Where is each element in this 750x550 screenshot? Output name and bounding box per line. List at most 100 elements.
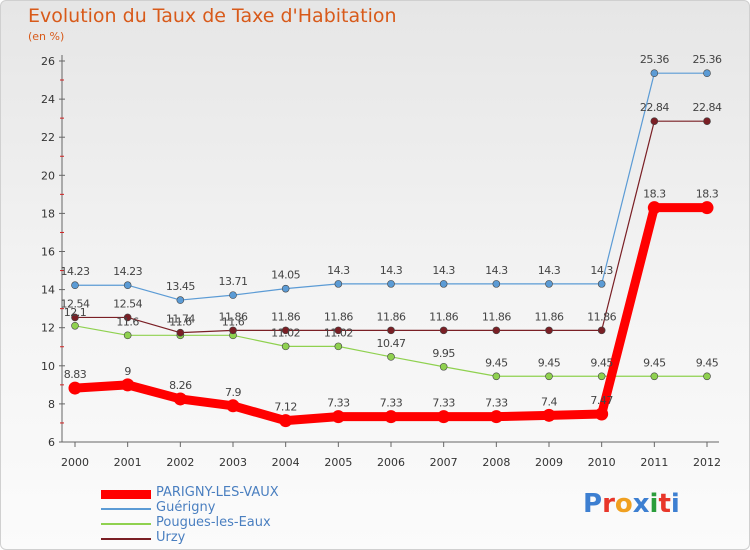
legend-item: PARIGNY-LES-VAUX: [101, 485, 381, 502]
data-point: [387, 280, 395, 288]
x-tick-label: 2001: [114, 456, 142, 469]
legend-label: Pougues-les-Eaux: [156, 515, 271, 530]
data-label: 9.45: [696, 356, 719, 369]
legend-item: Guérigny: [101, 500, 381, 517]
proxiti-logo: Proxiti: [583, 489, 680, 519]
data-point: [331, 410, 345, 424]
x-tick-label: 2003: [219, 456, 247, 469]
data-label: 9.45: [643, 356, 666, 369]
data-point: [492, 280, 501, 288]
data-label: 9.45: [538, 356, 561, 369]
logo-letter: x: [632, 489, 650, 519]
y-tick-label: 26: [41, 55, 55, 68]
data-label: 12.1: [64, 306, 87, 319]
x-tick-label: 2010: [588, 456, 616, 469]
data-point: [121, 378, 135, 392]
x-tick-label: 2012: [693, 456, 721, 469]
logo-letter: P: [583, 489, 603, 519]
data-label: 11.86: [587, 310, 616, 323]
data-label: 11.6: [116, 315, 139, 328]
data-point: [281, 342, 290, 351]
data-label: 22.84: [693, 101, 722, 114]
x-tick-label: 2009: [535, 456, 563, 469]
data-point: [703, 372, 711, 381]
data-point: [71, 313, 79, 322]
x-tick-label: 2008: [482, 456, 510, 469]
data-point: [703, 69, 711, 77]
data-label: 7.33: [432, 397, 455, 410]
data-label: 11.6: [169, 315, 192, 328]
data-label: 14.3: [485, 264, 508, 277]
y-tick-label: 6: [48, 436, 55, 449]
y-tick-label: 24: [41, 93, 55, 106]
data-label: 11.74: [166, 313, 195, 326]
data-label: 12.54: [113, 297, 142, 310]
data-point: [387, 353, 395, 361]
data-label: 13.71: [219, 275, 248, 288]
data-label: 11.86: [429, 310, 458, 323]
series-line-3: [74, 120, 708, 334]
data-point: [226, 399, 240, 413]
data-point: [387, 326, 395, 335]
data-label: 7.4: [541, 395, 557, 408]
y-tick-label: 20: [41, 169, 55, 182]
chart-title: Evolution du Taux de Taxe d'Habitation: [28, 5, 397, 27]
legend-label: PARIGNY-LES-VAUX: [156, 485, 279, 500]
logo-letter: r: [602, 489, 615, 519]
data-label: 14.3: [380, 264, 403, 277]
data-point: [492, 372, 501, 381]
data-label: 25.36: [640, 53, 669, 66]
data-label: 11.6: [222, 315, 245, 328]
data-point: [123, 313, 132, 322]
logo-letter: i: [670, 489, 680, 519]
data-label: 7.12: [274, 401, 297, 414]
data-point: [334, 280, 343, 288]
data-label: 7.47: [590, 394, 613, 407]
data-label: 7.33: [380, 397, 403, 410]
logo-letter: o: [614, 489, 633, 519]
data-point: [71, 281, 79, 290]
data-point: [439, 280, 448, 288]
data-point: [123, 331, 132, 340]
x-tick-label: 2004: [272, 456, 300, 469]
data-label: 11.02: [271, 326, 300, 339]
data-label: 11.86: [482, 310, 511, 323]
data-label: 10.47: [377, 337, 406, 350]
x-tick-label: 2011: [640, 456, 668, 469]
data-point: [595, 407, 609, 421]
data-point: [68, 381, 82, 395]
data-label: 11.86: [535, 310, 564, 323]
data-label: 11.86: [324, 310, 353, 323]
data-point: [489, 410, 503, 424]
data-point: [492, 326, 501, 335]
data-point: [437, 410, 451, 424]
data-label: 11.86: [271, 310, 300, 323]
data-label: 14.23: [61, 265, 90, 278]
data-point: [597, 280, 606, 288]
data-point: [542, 408, 556, 422]
data-label: 7.33: [485, 397, 508, 410]
legend-item: Urzy: [101, 530, 381, 547]
data-label: 8.26: [169, 379, 192, 392]
x-tick-label: 2007: [430, 456, 458, 469]
data-point: [650, 69, 659, 77]
y-tick-label: 10: [41, 360, 55, 373]
chart-legend: PARIGNY-LES-VAUX Guérigny Pougues-les-Eaux…: [101, 485, 381, 547]
data-label: 14.05: [271, 269, 300, 282]
logo-letter: t: [658, 489, 671, 519]
data-point: [229, 291, 237, 299]
data-point: [176, 296, 185, 304]
y-tick-label: 18: [41, 207, 55, 220]
logo-letter: i: [649, 489, 659, 519]
x-tick-label: 2002: [166, 456, 194, 469]
data-label: 25.36: [693, 53, 722, 66]
data-point: [281, 326, 290, 335]
data-label: 9.45: [590, 356, 613, 369]
data-point: [545, 280, 553, 288]
data-point: [439, 362, 448, 371]
legend-label: Urzy: [156, 530, 186, 545]
data-label: 12.54: [61, 297, 90, 310]
data-label: 14.3: [327, 264, 350, 277]
legend-item: Pougues-les-Eaux: [101, 515, 381, 532]
